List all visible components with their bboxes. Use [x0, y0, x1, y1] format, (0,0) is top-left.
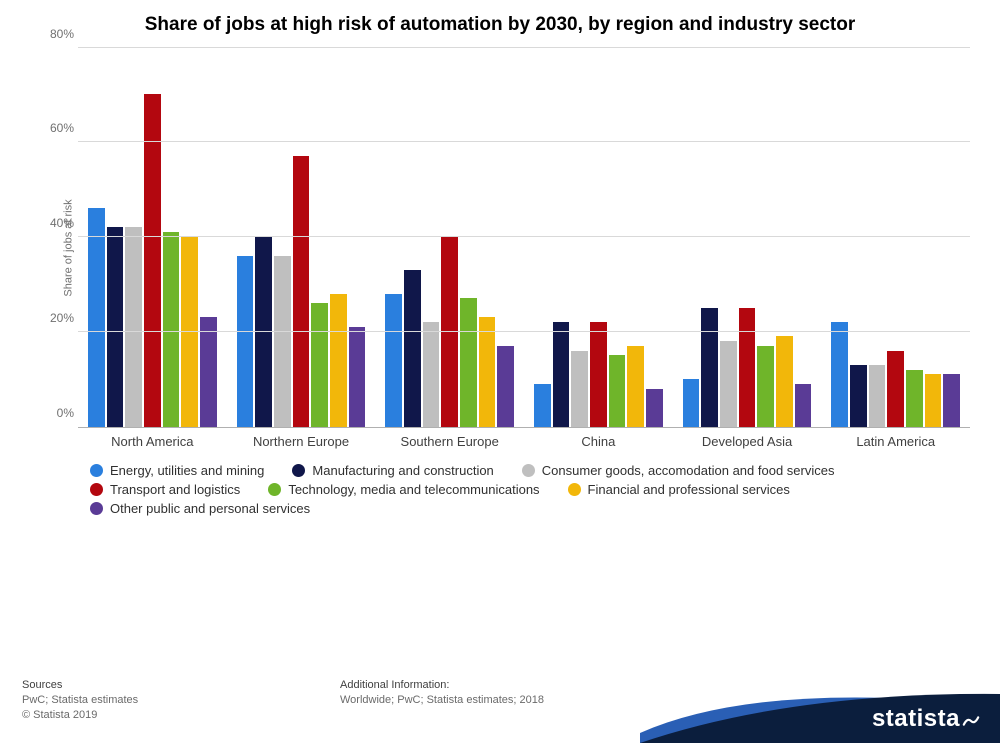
bar — [460, 298, 477, 426]
grid-line — [78, 141, 970, 142]
grid-line — [78, 236, 970, 237]
x-axis-labels: North AmericaNorthern EuropeSouthern Eur… — [78, 434, 970, 449]
y-tick-label: 60% — [34, 121, 74, 135]
bar — [330, 294, 347, 427]
chart-title: Share of jobs at high risk of automation… — [0, 0, 1000, 42]
bar-group — [524, 48, 673, 427]
bar — [776, 336, 793, 426]
chart-area: Share of jobs at risk 0%20%40%60%80% Nor… — [78, 48, 970, 449]
bar — [385, 294, 402, 427]
bar-group — [673, 48, 822, 427]
plot-area: 0%20%40%60%80% — [78, 48, 970, 428]
statista-wordmark: statista — [872, 705, 960, 733]
statista-logo: statista — [872, 705, 980, 733]
legend-item: Energy, utilities and mining — [90, 463, 264, 478]
bar — [887, 351, 904, 427]
legend-label: Consumer goods, accomodation and food se… — [542, 463, 835, 478]
legend-item: Other public and personal services — [90, 501, 310, 516]
x-axis-label: Developed Asia — [673, 434, 822, 449]
legend-swatch — [90, 502, 103, 515]
legend-swatch — [90, 464, 103, 477]
bar — [943, 374, 960, 426]
bar — [274, 256, 291, 427]
y-tick-label: 40% — [34, 216, 74, 230]
addinfo-heading: Additional Information: — [340, 679, 449, 691]
legend-label: Manufacturing and construction — [312, 463, 493, 478]
legend-swatch — [292, 464, 305, 477]
legend-item: Financial and professional services — [568, 482, 790, 497]
legend-swatch — [568, 483, 581, 496]
bar — [739, 308, 756, 427]
bar-group — [78, 48, 227, 427]
legend-item: Transport and logistics — [90, 482, 240, 497]
legend-swatch — [522, 464, 535, 477]
bar — [757, 346, 774, 427]
copyright: © Statista 2019 — [22, 709, 97, 721]
footer: Sources PwC; Statista estimates © Statis… — [0, 665, 1000, 743]
x-axis-label: China — [524, 434, 673, 449]
legend-item: Technology, media and telecommunications — [268, 482, 539, 497]
sources-heading: Sources — [22, 679, 62, 691]
bar — [479, 317, 496, 426]
x-axis-label: Latin America — [821, 434, 970, 449]
legend-swatch — [268, 483, 281, 496]
bar-group — [227, 48, 376, 427]
x-axis-label: Southern Europe — [375, 434, 524, 449]
bar — [163, 232, 180, 427]
bar — [906, 370, 923, 427]
bar — [683, 379, 700, 427]
y-tick-label: 80% — [34, 27, 74, 41]
bar — [646, 389, 663, 427]
sources-line: PwC; Statista estimates — [22, 694, 138, 706]
bar — [293, 156, 310, 427]
legend-label: Financial and professional services — [588, 482, 790, 497]
x-axis-label: North America — [78, 434, 227, 449]
legend-label: Other public and personal services — [110, 501, 310, 516]
bar — [200, 317, 217, 426]
y-axis-label: Share of jobs at risk — [63, 200, 75, 297]
bar — [720, 341, 737, 427]
legend-label: Technology, media and telecommunications — [288, 482, 539, 497]
y-tick-label: 0% — [34, 406, 74, 420]
bar-groups — [78, 48, 970, 427]
legend-swatch — [90, 483, 103, 496]
legend-item: Manufacturing and construction — [292, 463, 493, 478]
bar — [795, 384, 812, 427]
bar — [237, 256, 254, 427]
bar — [609, 355, 626, 426]
legend-item: Consumer goods, accomodation and food se… — [522, 463, 835, 478]
bar — [850, 365, 867, 427]
statista-wave-icon — [962, 712, 980, 730]
grid-line — [78, 331, 970, 332]
bar — [497, 346, 514, 427]
legend-label: Energy, utilities and mining — [110, 463, 264, 478]
bar — [571, 351, 588, 427]
bar — [831, 322, 848, 427]
bar — [404, 270, 421, 427]
y-tick-label: 20% — [34, 311, 74, 325]
bar — [553, 322, 570, 427]
bar — [311, 303, 328, 427]
bar — [423, 322, 440, 427]
legend-label: Transport and logistics — [110, 482, 240, 497]
bar — [869, 365, 886, 427]
legend: Energy, utilities and mining Manufacturin… — [90, 463, 940, 516]
grid-line — [78, 47, 970, 48]
x-axis-label: Northern Europe — [227, 434, 376, 449]
bar — [701, 308, 718, 427]
bar — [349, 327, 366, 427]
bar — [125, 227, 142, 427]
bar — [627, 346, 644, 427]
addinfo-line: Worldwide; PwC; Statista estimates; 2018 — [340, 694, 544, 706]
bar — [590, 322, 607, 427]
bar — [88, 208, 105, 427]
bar — [144, 94, 161, 427]
bar — [107, 227, 124, 427]
bar-group — [821, 48, 970, 427]
bar — [534, 384, 551, 427]
bar — [925, 374, 942, 426]
bar-group — [375, 48, 524, 427]
